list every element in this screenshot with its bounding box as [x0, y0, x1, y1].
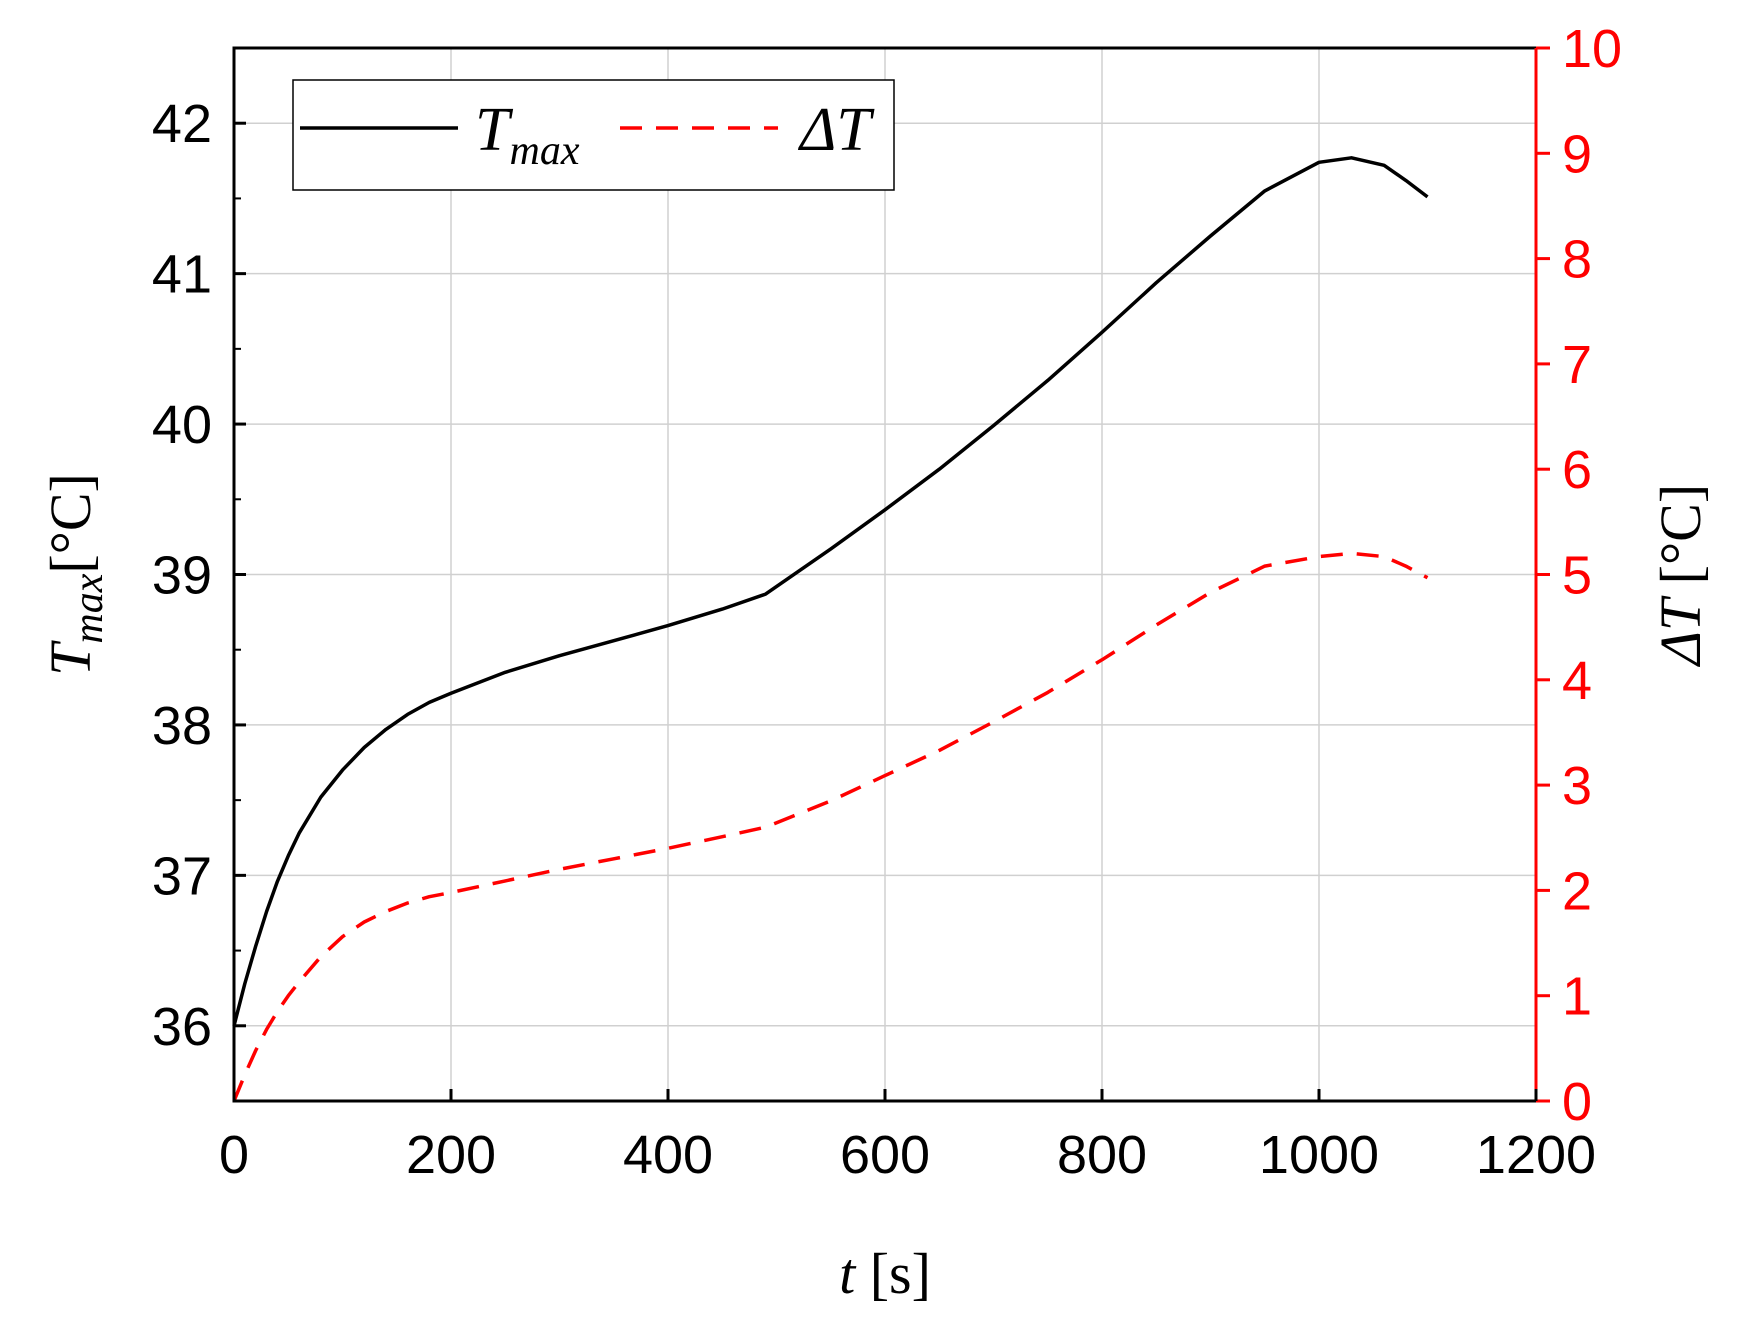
legend: Tmax ΔT — [292, 79, 895, 191]
x-axis-label-unit: [s] — [855, 1241, 931, 1306]
y-left-axis-label-var: T — [38, 640, 103, 676]
y-right-axis-label-unit: [°C] — [1648, 484, 1713, 599]
y-right-tick-label-10: 10 — [1562, 19, 1622, 79]
x-axis-label: t [s] — [839, 1241, 931, 1306]
y-right-tick-label-7: 7 — [1562, 335, 1592, 395]
series-line-delta-t — [232, 551, 1429, 1102]
y-right-tick-label-4: 4 — [1562, 651, 1592, 711]
y-right-tick-label-1: 1 — [1562, 967, 1592, 1027]
y-left-tick-label-2: 38 — [152, 696, 212, 756]
y-left-axis-label-unit: [°C] — [38, 473, 103, 574]
left-axis-ticks: 36 37 38 39 40 41 42 — [152, 47, 246, 1102]
y-right-axis-label-var: ΔT — [1648, 595, 1713, 667]
x-tick-label-4: 800 — [1057, 1125, 1147, 1185]
grid-lines — [234, 48, 1536, 1101]
y-right-tick-label-5: 5 — [1562, 546, 1592, 606]
y-right-tick-label-6: 6 — [1562, 440, 1592, 500]
x-tick-label-3: 600 — [840, 1125, 930, 1185]
y-right-tick-label-8: 8 — [1562, 230, 1592, 290]
bottom-axis-ticks: 0 200 400 600 800 1000 1200 — [219, 1089, 1596, 1185]
y-left-axis-label-sub: max — [66, 573, 112, 643]
y-left-tick-label-4: 40 — [152, 395, 212, 455]
right-axis-ticks: 0 1 2 3 4 5 6 7 8 9 10 — [1536, 19, 1622, 1132]
x-tick-label-2: 400 — [623, 1125, 713, 1185]
y-right-axis-label: ΔT [°C] — [1648, 484, 1713, 667]
y-left-axis-label: Tmax[°C] — [38, 473, 112, 676]
x-tick-label-1: 200 — [406, 1125, 496, 1185]
y-left-tick-label-6: 42 — [152, 94, 212, 154]
x-axis-label-var: t — [839, 1241, 857, 1306]
y-left-tick-label-0: 36 — [152, 997, 212, 1057]
y-right-tick-label-3: 3 — [1562, 756, 1592, 816]
legend-label-delta-t: ΔT — [797, 96, 875, 164]
legend-label-tmax: Tmax — [475, 96, 580, 174]
legend-label-tmax-sub: max — [509, 128, 579, 174]
y-left-tick-label-5: 41 — [152, 245, 212, 305]
legend-box — [292, 79, 895, 191]
series-line-tmax — [232, 156, 1429, 1027]
legend-label-delta-t-base: ΔT — [797, 96, 875, 164]
x-tick-label-0: 0 — [219, 1125, 249, 1185]
y-right-tick-label-9: 9 — [1562, 124, 1592, 184]
series-layer — [232, 156, 1429, 1102]
y-left-tick-label-1: 37 — [152, 846, 212, 906]
y-right-tick-label-0: 0 — [1562, 1072, 1592, 1132]
x-tick-label-6: 1200 — [1476, 1125, 1596, 1185]
y-right-tick-label-2: 2 — [1562, 861, 1592, 921]
legend-label-tmax-base: T — [475, 96, 514, 164]
x-tick-label-5: 1000 — [1259, 1125, 1379, 1185]
y-left-tick-label-3: 39 — [152, 546, 212, 606]
